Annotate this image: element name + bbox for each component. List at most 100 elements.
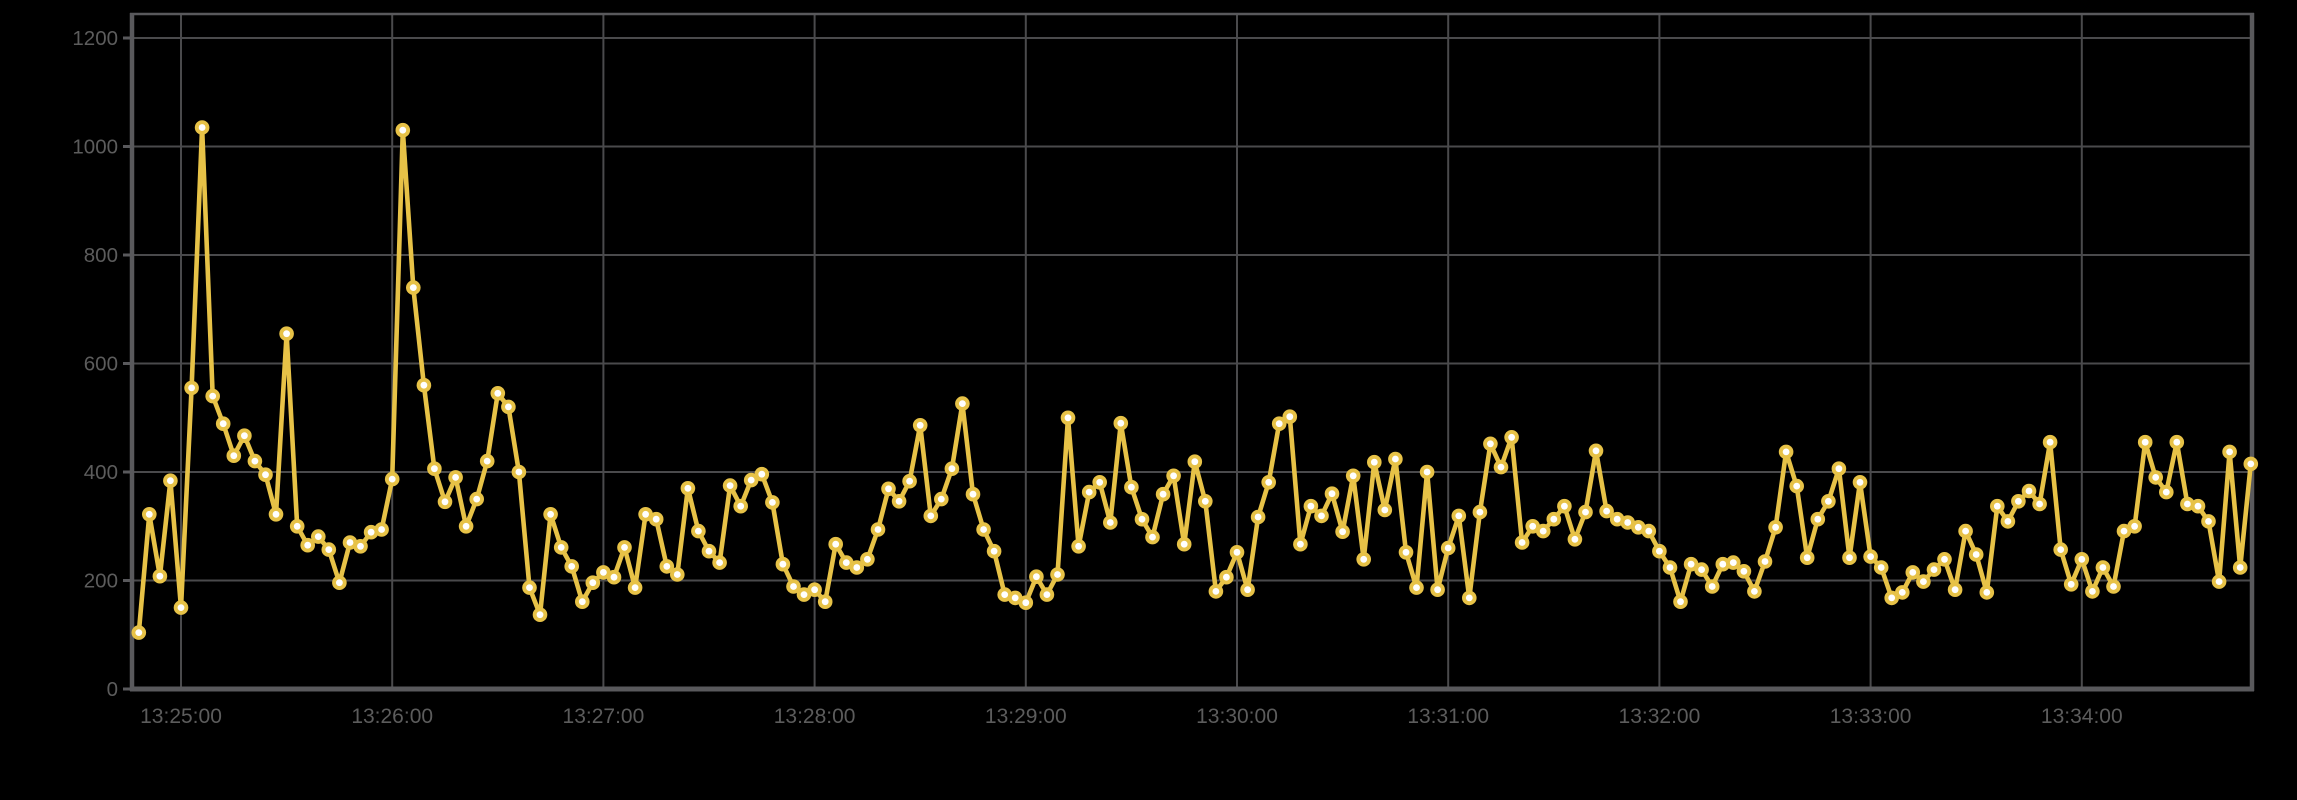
data-point-center	[1085, 488, 1093, 496]
data-point-center	[969, 490, 977, 498]
data-point-center	[1856, 478, 1864, 486]
data-point-center	[1529, 522, 1537, 530]
data-point-center	[1920, 578, 1927, 585]
data-point-center	[1772, 523, 1779, 531]
data-point-center	[399, 126, 407, 134]
data-point-center	[737, 502, 745, 510]
data-point-center	[726, 482, 734, 489]
data-point-center	[864, 555, 871, 563]
grid-lines	[132, 14, 2252, 689]
data-point-center	[790, 583, 797, 590]
data-point-center	[1054, 571, 1061, 578]
data-point-center	[1909, 569, 1917, 576]
data-point-center	[346, 539, 354, 546]
data-point-center	[1941, 555, 1948, 563]
data-point-center	[1402, 548, 1410, 556]
data-point-center	[1465, 594, 1473, 602]
data-point-center	[916, 421, 924, 429]
data-point-center	[1265, 478, 1273, 486]
data-point-center	[1033, 573, 1040, 581]
data-point-center	[990, 547, 998, 555]
data-point-center	[695, 527, 702, 535]
data-point-center	[2247, 460, 2255, 468]
data-point-center	[652, 515, 660, 523]
data-point-center	[1803, 554, 1811, 562]
data-point-center	[800, 591, 808, 598]
data-point-center	[1740, 567, 1748, 575]
data-point-center	[494, 389, 502, 397]
data-point-center	[2015, 497, 2022, 505]
data-point-center	[1592, 447, 1600, 455]
x-tick-label: 13:29:00	[985, 705, 1067, 728]
data-point-center	[1244, 586, 1251, 594]
data-point-center	[1624, 519, 1632, 526]
data-point-center	[1719, 560, 1727, 568]
data-point-center	[906, 477, 913, 485]
data-point-center	[853, 564, 861, 571]
data-point-center	[557, 544, 565, 551]
data-point-center	[1339, 528, 1346, 536]
data-point-center	[135, 629, 143, 636]
data-point-center	[811, 586, 818, 594]
data-point-center	[1307, 502, 1315, 510]
data-point-center	[2025, 487, 2033, 495]
data-point-center	[1022, 599, 1030, 607]
y-tick-label: 800	[84, 244, 118, 267]
data-point-center	[1571, 535, 1579, 543]
data-point-center	[336, 579, 343, 587]
data-point-center	[378, 526, 385, 533]
data-point-center	[1159, 490, 1167, 498]
data-point-center	[483, 457, 491, 465]
y-tick-label: 1200	[72, 27, 118, 50]
data-point-center	[505, 403, 512, 411]
data-point-center	[1814, 515, 1822, 523]
data-point-center	[230, 452, 238, 460]
data-point-center	[959, 400, 966, 407]
data-point-center	[1064, 414, 1072, 422]
data-point-center	[1645, 527, 1653, 535]
data-point-center	[1825, 497, 1832, 505]
data-point-center	[874, 526, 882, 533]
x-tick-label: 13:26:00	[351, 705, 433, 728]
data-point-center	[1698, 566, 1705, 573]
data-point-center	[1360, 555, 1368, 563]
data-point-center	[1656, 547, 1663, 555]
data-point-center	[1201, 497, 1209, 505]
data-point-center	[2036, 500, 2043, 508]
data-point-center	[1011, 594, 1019, 602]
data-point-center	[357, 542, 364, 550]
data-point-center	[1877, 564, 1885, 571]
data-point-center	[2152, 474, 2160, 481]
data-point-center	[1497, 463, 1505, 471]
data-point-center	[1518, 539, 1526, 546]
data-point-center	[1751, 588, 1758, 595]
data-point-center	[1075, 542, 1082, 550]
data-point-center	[1212, 588, 1220, 595]
data-point-center	[1487, 440, 1494, 448]
data-point-center	[1117, 419, 1125, 427]
data-point-center	[1138, 515, 1146, 523]
data-point-center	[1761, 558, 1769, 565]
x-tick-label: 13:31:00	[1407, 705, 1489, 728]
data-point-center	[1782, 448, 1790, 456]
data-point-center	[1835, 465, 1843, 473]
data-point-center	[1983, 589, 1991, 596]
data-point-center	[1962, 527, 1969, 535]
data-point-center	[895, 497, 903, 505]
data-point-center	[1275, 420, 1283, 428]
data-point-center	[821, 598, 829, 606]
data-point-center	[980, 526, 987, 533]
data-point-center	[1972, 551, 1980, 558]
y-tick-label: 600	[84, 353, 118, 376]
data-point-center	[1729, 559, 1737, 566]
data-point-center	[325, 546, 333, 553]
data-point-center	[431, 465, 438, 473]
data-point-center	[1613, 515, 1621, 523]
data-point-center	[473, 495, 481, 503]
data-point-center	[1392, 455, 1399, 463]
data-point-center	[1149, 533, 1156, 541]
data-point-center	[1096, 478, 1104, 486]
data-point-center	[2162, 488, 2170, 496]
data-point-center	[769, 499, 776, 506]
